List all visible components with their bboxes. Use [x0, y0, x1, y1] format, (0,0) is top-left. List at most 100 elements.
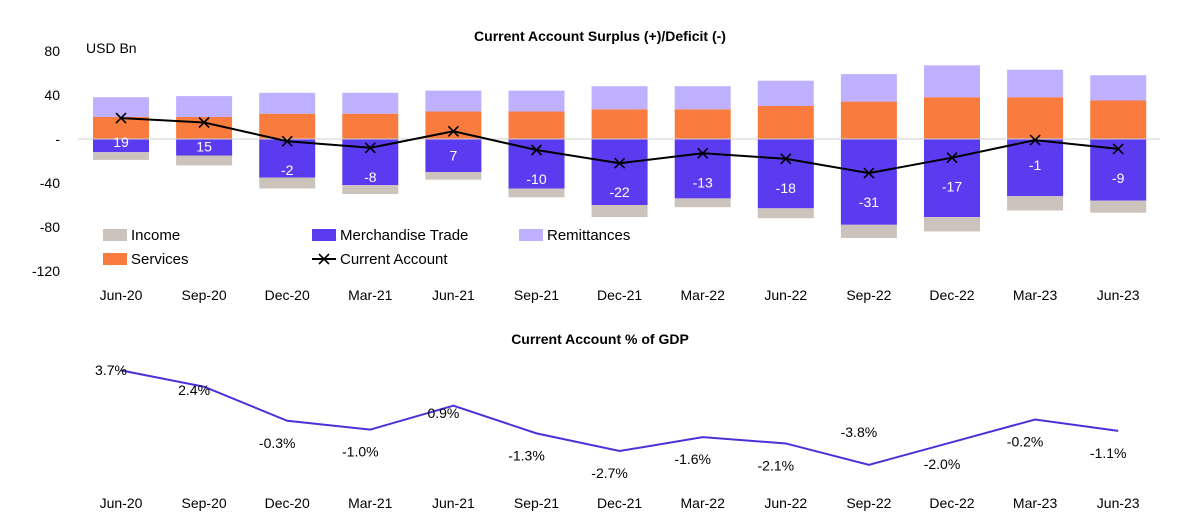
current-account-marker: [780, 153, 792, 165]
bar-services: [1090, 100, 1147, 139]
data-label: -2: [281, 162, 294, 178]
gdp-data-label: -1.1%: [1090, 445, 1127, 461]
legend-swatch: [103, 253, 127, 265]
bar-merchandise-trade: [924, 139, 980, 218]
gdp-data-label: -2.7%: [591, 465, 628, 481]
x-tick-label: Jun-20: [100, 495, 143, 511]
x-tick-label: Dec-20: [265, 287, 310, 303]
x-tick-label: Mar-22: [681, 287, 726, 303]
legend-label: Services: [131, 251, 189, 268]
bar-income: [924, 217, 980, 232]
legend-label: Income: [131, 227, 180, 244]
current-account-marker: [115, 112, 127, 124]
current-account-marker: [198, 116, 210, 129]
gdp-data-label: -0.2%: [1007, 434, 1044, 450]
bar-merchandise-trade: [508, 139, 565, 189]
bar-income: [508, 188, 565, 198]
y-tick-label: -80: [40, 219, 60, 235]
bar-services: [674, 109, 731, 139]
bar-services: [840, 101, 897, 139]
x-tick-label: Jun-22: [764, 287, 807, 303]
y-tick-label: 80: [44, 43, 60, 59]
y-tick-label: -40: [40, 175, 60, 191]
legend-marker: [318, 253, 330, 265]
bar-income: [674, 198, 731, 208]
bar-remittances: [674, 86, 731, 110]
bar-merchandise-trade: [840, 139, 897, 225]
bar-income: [840, 224, 897, 238]
x-tick-label: Sep-20: [182, 287, 227, 303]
bar-remittances: [425, 90, 482, 112]
y-tick-label: -120: [32, 263, 60, 279]
data-label: -10: [526, 171, 546, 187]
legend-label: Merchandise Trade: [340, 227, 468, 244]
bar-remittances: [840, 74, 897, 102]
data-label: 7: [450, 147, 458, 163]
x-tick-label: Dec-20: [265, 495, 310, 511]
bar-remittances: [924, 65, 980, 98]
x-tick-label: Jun-22: [764, 495, 807, 511]
gdp-data-label: -1.6%: [674, 451, 711, 467]
bar-merchandise-trade: [1007, 139, 1064, 197]
data-label: -17: [942, 179, 962, 195]
x-tick-label: Mar-23: [1013, 287, 1058, 303]
current-account-marker: [863, 167, 875, 179]
x-tick-label: Dec-22: [929, 495, 974, 511]
x-tick-label: Sep-21: [514, 495, 559, 511]
current-account-marker: [281, 135, 293, 147]
data-label: -22: [609, 184, 629, 200]
current-account-marker: [1112, 143, 1124, 155]
x-tick-label: Sep-22: [846, 287, 891, 303]
x-tick-label: Jun-20: [100, 287, 143, 303]
x-tick-label: Mar-21: [348, 495, 393, 511]
x-tick-label: Sep-21: [514, 287, 559, 303]
bar-services: [591, 109, 648, 139]
bar-remittances: [508, 90, 565, 112]
current-account-marker: [614, 157, 626, 169]
x-tick-label: Jun-23: [1097, 495, 1140, 511]
data-label: -9: [1112, 170, 1125, 186]
gdp-data-label: -0.3%: [259, 435, 296, 451]
chart2-title: Current Account % of GDP: [511, 331, 689, 347]
chart1-title: Current Account Surplus (+)/Deficit (-): [474, 28, 726, 44]
x-tick-label: Mar-22: [681, 495, 726, 511]
current-account-marker: [946, 152, 958, 164]
gdp-data-label: 0.9%: [427, 405, 459, 421]
bar-merchandise-trade: [425, 139, 482, 172]
current-account-marker: [364, 142, 376, 154]
bar-income: [1090, 200, 1147, 213]
x-tick-label: Dec-21: [597, 287, 642, 303]
bar-income: [425, 172, 482, 180]
data-label: -13: [693, 174, 713, 190]
gdp-data-label: -2.1%: [758, 457, 795, 473]
bar-services: [757, 106, 814, 139]
current-account-marker: [697, 147, 709, 159]
bar-remittances: [93, 97, 149, 117]
bar-services: [1007, 97, 1064, 139]
bar-remittances: [757, 80, 814, 106]
gdp-data-label: -3.8%: [841, 424, 878, 440]
data-label: 15: [196, 139, 212, 155]
gdp-data-label: 2.4%: [178, 382, 210, 398]
data-label: 19: [113, 134, 129, 150]
y-tick-label: -: [55, 131, 60, 147]
bar-remittances: [1090, 75, 1147, 101]
legend-swatch: [312, 229, 336, 241]
bar-merchandise-trade: [674, 139, 731, 199]
data-label: -1: [1029, 157, 1042, 173]
bar-services: [176, 117, 233, 139]
bar-services: [259, 113, 316, 139]
gdp-data-label: -1.0%: [342, 444, 379, 460]
bar-services: [508, 111, 565, 139]
bar-remittances: [1007, 69, 1064, 98]
current-account-marker: [1029, 134, 1041, 146]
data-label: -8: [364, 169, 377, 185]
bar-income: [757, 208, 814, 219]
bar-merchandise-trade: [757, 139, 814, 209]
x-tick-label: Jun-21: [432, 495, 475, 511]
x-tick-label: Dec-22: [929, 287, 974, 303]
legend-swatch: [103, 229, 127, 241]
x-tick-label: Jun-21: [432, 287, 475, 303]
bar-income: [342, 185, 399, 194]
